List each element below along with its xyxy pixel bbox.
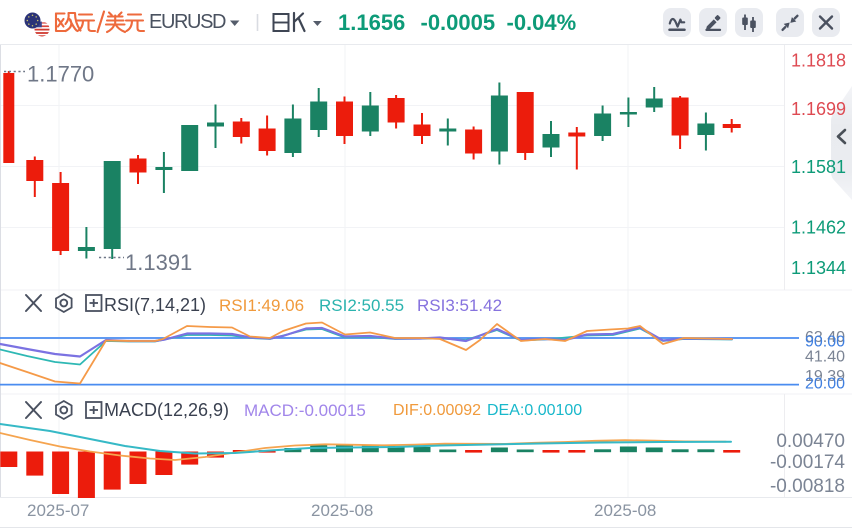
- svg-text:1.1581: 1.1581: [791, 157, 846, 177]
- svg-text:63.40: 63.40: [805, 329, 845, 346]
- svg-text:2025-08: 2025-08: [311, 501, 373, 520]
- svg-text:90.00: 90.00: [805, 334, 845, 351]
- svg-text:1.1770: 1.1770: [27, 62, 94, 87]
- svg-text:1.1462: 1.1462: [791, 217, 846, 237]
- svg-text:20.00: 20.00: [805, 375, 845, 392]
- svg-text:-0.00818: -0.00818: [770, 476, 845, 497]
- svg-text:1.1391: 1.1391: [125, 250, 192, 275]
- svg-text:-0.00174: -0.00174: [770, 452, 845, 473]
- svg-text:1.1699: 1.1699: [791, 99, 846, 119]
- svg-text:2025-07: 2025-07: [27, 501, 89, 520]
- svg-text:1.1818: 1.1818: [791, 51, 846, 71]
- svg-text:19.39: 19.39: [805, 368, 845, 385]
- svg-text:2025-08: 2025-08: [594, 501, 656, 520]
- svg-text:41.40: 41.40: [805, 349, 845, 366]
- svg-text:1.1344: 1.1344: [791, 258, 846, 278]
- svg-text:0.00470: 0.00470: [776, 431, 845, 452]
